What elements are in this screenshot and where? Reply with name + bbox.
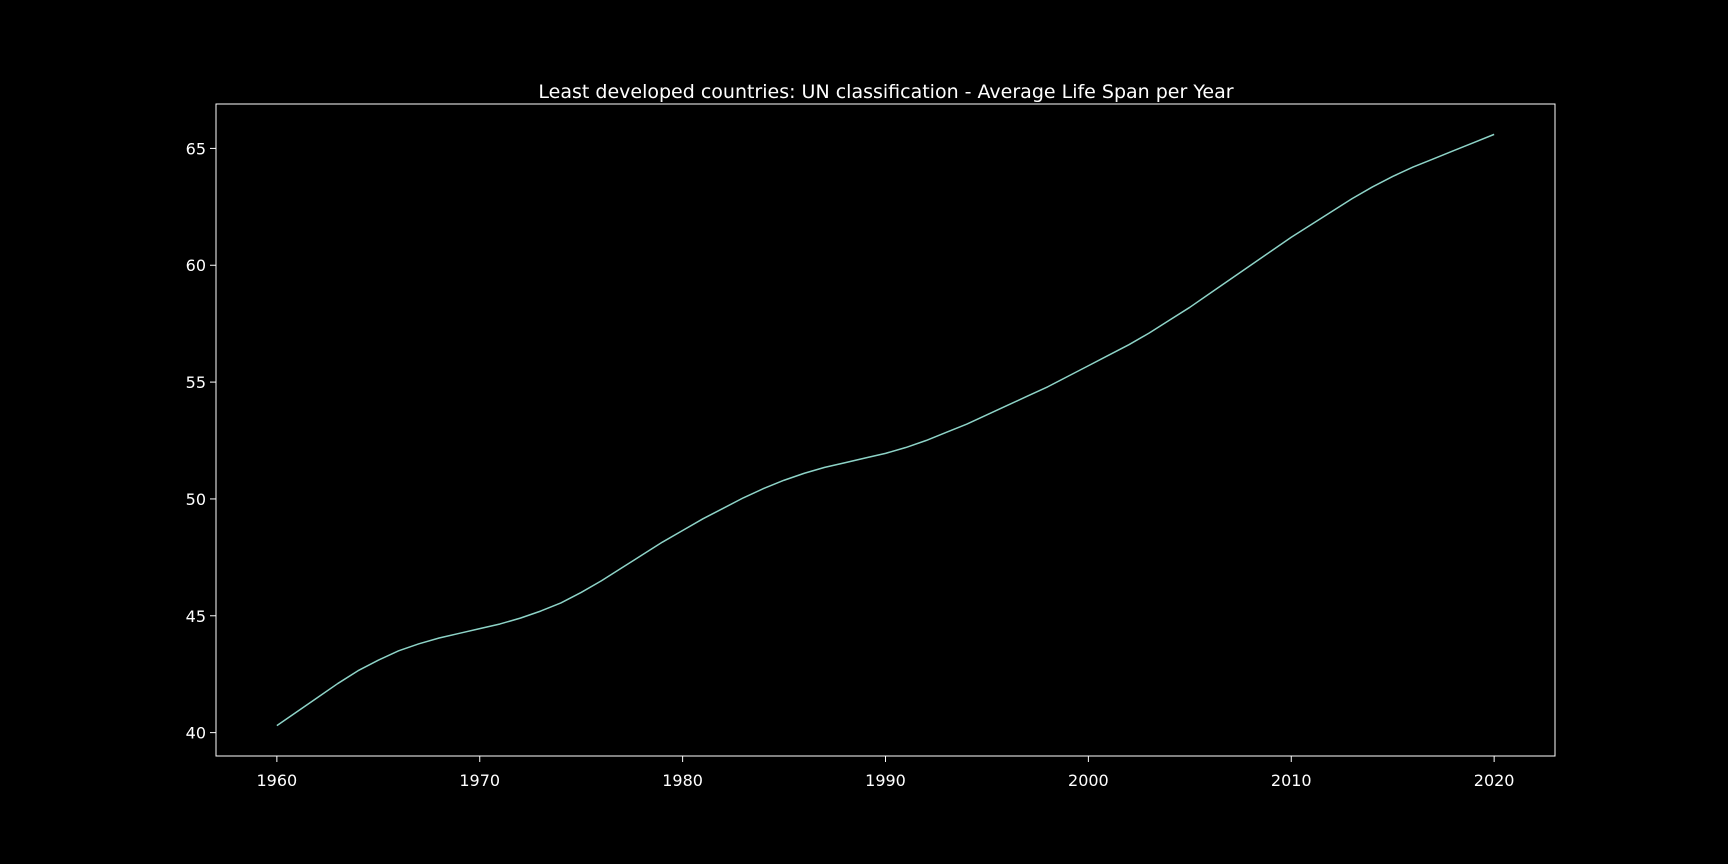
y-axis: 40 45 50 55 60 65 (186, 139, 216, 743)
x-tick-label: 1970 (459, 771, 500, 790)
y-tick-label: 60 (186, 256, 206, 275)
chart-title: Least developed countries: UN classifica… (538, 81, 1233, 103)
x-tick-label: 1960 (257, 771, 298, 790)
y-tick-label: 45 (186, 607, 206, 626)
y-tick-label: 65 (186, 139, 206, 158)
y-tick-label: 40 (186, 724, 206, 743)
x-tick-label: 2020 (1474, 771, 1515, 790)
series-line (276, 133, 1495, 727)
x-tick-label: 1980 (662, 771, 703, 790)
y-tick-label: 50 (186, 490, 206, 509)
plot-area (276, 133, 1495, 727)
x-tick-label: 2000 (1068, 771, 1109, 790)
x-tick-label: 1990 (865, 771, 906, 790)
x-tick-label: 2010 (1271, 771, 1312, 790)
x-axis: 1960 1970 1980 1990 2000 2010 2020 (257, 756, 1515, 790)
y-tick-label: 55 (186, 373, 206, 392)
